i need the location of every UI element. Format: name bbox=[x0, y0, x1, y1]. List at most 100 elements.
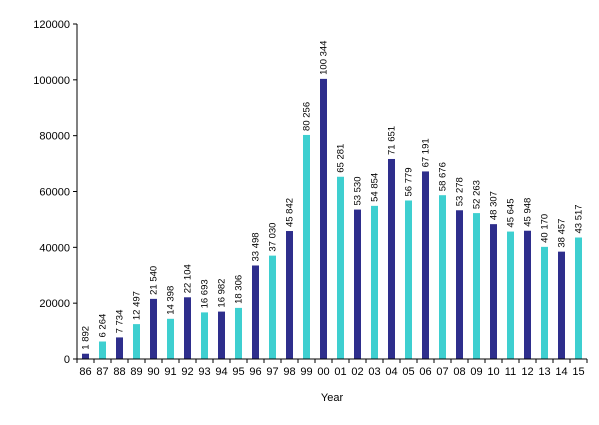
bar-89 bbox=[133, 324, 140, 359]
data-label-95: 18 306 bbox=[234, 275, 245, 304]
data-label-90: 21 540 bbox=[149, 266, 160, 295]
bar-93 bbox=[201, 312, 208, 359]
y-tick-label: 40000 bbox=[39, 242, 70, 254]
x-tick-label: 92 bbox=[181, 366, 193, 378]
x-tick-label: 91 bbox=[164, 366, 176, 378]
data-label-07: 58 676 bbox=[438, 162, 449, 191]
data-label-09: 52 263 bbox=[472, 180, 483, 209]
data-label-89: 12 497 bbox=[132, 291, 143, 320]
x-tick-label: 88 bbox=[113, 366, 125, 378]
data-label-06: 67 191 bbox=[421, 138, 432, 167]
x-tick-label: 01 bbox=[334, 366, 346, 378]
bar-97 bbox=[269, 255, 276, 359]
x-axis-title: Year bbox=[321, 392, 344, 404]
bar-88 bbox=[116, 337, 123, 359]
data-label-88: 7 734 bbox=[115, 310, 126, 334]
x-tick-label: 97 bbox=[266, 366, 278, 378]
bar-00 bbox=[320, 78, 327, 360]
bar-08 bbox=[456, 210, 463, 359]
data-label-03: 54 854 bbox=[370, 173, 381, 202]
data-label-14: 38 457 bbox=[557, 219, 568, 248]
data-label-01: 65 281 bbox=[336, 144, 347, 173]
data-label-91: 14 398 bbox=[166, 286, 177, 315]
data-label-05: 56 779 bbox=[404, 167, 415, 196]
bar-10 bbox=[490, 224, 497, 359]
data-label-87: 6 264 bbox=[98, 314, 109, 338]
data-label-97: 37 030 bbox=[268, 223, 279, 252]
x-axis: 86 87 88 89 90 91 92 93 94 95 96 97 98 99 00 01 02 03 04 05… bbox=[76, 358, 588, 378]
x-tick-label: 13 bbox=[538, 366, 550, 378]
bar-98 bbox=[286, 231, 293, 359]
bar-01 bbox=[337, 176, 344, 359]
x-tick-label: 06 bbox=[419, 366, 431, 378]
bar-11 bbox=[507, 231, 514, 359]
x-tick-label: 07 bbox=[436, 366, 448, 378]
x-tick-label: 93 bbox=[198, 366, 210, 378]
data-label-98: 45 842 bbox=[285, 198, 296, 227]
x-tick-label: 86 bbox=[79, 366, 91, 378]
bar-99 bbox=[303, 134, 310, 359]
data-label-92: 22 104 bbox=[183, 264, 194, 293]
x-tick-label: 08 bbox=[453, 366, 465, 378]
bars bbox=[82, 78, 582, 360]
data-label-10: 48 307 bbox=[489, 191, 500, 220]
y-tick-label: 80000 bbox=[39, 131, 70, 143]
data-label-96: 33 498 bbox=[251, 232, 262, 261]
y-tick-label: 100000 bbox=[33, 75, 70, 87]
x-tick-label: 11 bbox=[505, 366, 516, 378]
data-label-04: 71 651 bbox=[387, 126, 398, 155]
bar-03 bbox=[371, 205, 378, 359]
bar-86 bbox=[82, 353, 89, 359]
x-tick-label: 00 bbox=[317, 366, 329, 378]
x-tick-label: 90 bbox=[147, 366, 159, 378]
data-label-11: 45 645 bbox=[506, 199, 517, 228]
data-label-86: 1 892 bbox=[81, 326, 92, 350]
bar-09 bbox=[473, 213, 480, 359]
bar-15 bbox=[575, 237, 582, 359]
x-tick-label: 95 bbox=[232, 366, 244, 378]
data-label-12: 45 948 bbox=[523, 198, 534, 227]
x-tick-label: 03 bbox=[368, 366, 380, 378]
bar-06 bbox=[422, 171, 429, 359]
y-tick-label: 120000 bbox=[33, 19, 70, 31]
bar-04 bbox=[388, 158, 395, 359]
x-tick-label: 10 bbox=[487, 366, 499, 378]
data-label-02: 53 530 bbox=[353, 176, 364, 205]
bar-96 bbox=[252, 265, 259, 359]
x-tick-label: 98 bbox=[283, 366, 295, 378]
y-tick-label: 60000 bbox=[39, 187, 70, 199]
x-tick-label: 09 bbox=[470, 366, 482, 378]
bar-05 bbox=[405, 200, 412, 359]
bar-90 bbox=[150, 298, 157, 359]
x-tick-label: 14 bbox=[555, 366, 567, 378]
data-label-15: 43 517 bbox=[574, 204, 585, 233]
bar-92 bbox=[184, 297, 191, 359]
x-tick-label: 87 bbox=[96, 366, 108, 378]
bar-14 bbox=[558, 251, 565, 359]
bar-91 bbox=[167, 318, 174, 359]
x-tick-label: 02 bbox=[351, 366, 363, 378]
bar-94 bbox=[218, 311, 225, 359]
bar-13 bbox=[541, 246, 548, 359]
x-tick-label: 12 bbox=[521, 366, 533, 378]
x-tick-label: 89 bbox=[130, 366, 142, 378]
bar-95 bbox=[235, 307, 242, 359]
x-tick-label: 15 bbox=[572, 366, 584, 378]
data-label-08: 53 278 bbox=[455, 177, 466, 206]
data-labels: 1 892 6 264 7 734 12 497 21 540 14 398 22 104 1… bbox=[81, 41, 585, 350]
data-label-99: 80 256 bbox=[302, 102, 313, 131]
y-axis: 0 20000 40000 60000 80000 100000 120000 bbox=[33, 19, 78, 366]
bar-12 bbox=[524, 230, 531, 359]
data-label-13: 40 170 bbox=[540, 214, 551, 243]
data-label-94: 16 982 bbox=[217, 279, 228, 308]
y-tick-label: 20000 bbox=[39, 298, 70, 310]
x-tick-label: 96 bbox=[249, 366, 261, 378]
bar-07 bbox=[439, 195, 446, 359]
x-tick-label: 05 bbox=[402, 366, 414, 378]
x-tick-label: 04 bbox=[385, 366, 397, 378]
bar-87 bbox=[99, 341, 106, 359]
y-tick-label: 0 bbox=[64, 354, 70, 366]
bar-02 bbox=[354, 209, 361, 359]
data-label-93: 16 693 bbox=[200, 279, 211, 308]
